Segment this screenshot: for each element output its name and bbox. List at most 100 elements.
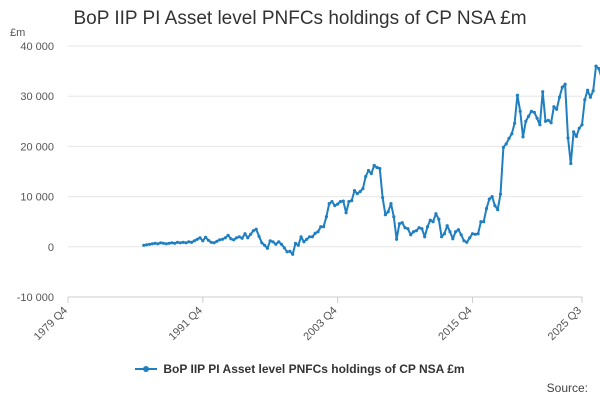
data-point [442,232,446,236]
data-point [381,196,385,200]
data-point [316,230,320,234]
data-point [246,236,250,240]
data-point [223,236,227,240]
data-point [490,195,494,199]
data-point [145,243,149,247]
data-point [299,235,303,239]
data-point [484,207,489,211]
x-tick-label: 1979 Q4 [32,305,70,343]
source-label[interactable]: Source: [546,381,588,395]
x-tick-label: 2025 Q3 [546,305,584,343]
data-point [322,225,326,229]
data-point [358,190,362,194]
data-point [201,239,205,243]
data-point [560,85,564,89]
legend-label: BoP IIP PI Asset level PNFCs holdings of… [163,362,465,376]
legend-swatch [135,364,158,374]
data-point [428,218,432,222]
data-point [159,241,163,245]
data-point [580,123,584,127]
data-point [187,240,191,244]
data-point [529,109,534,113]
legend[interactable]: BoP IIP PI Asset level PNFCs holdings of… [0,362,600,376]
data-point [243,232,247,236]
data-point [470,232,475,236]
data-point [153,241,157,245]
data-point [282,246,286,250]
data-point [462,239,466,243]
data-point [218,238,222,242]
data-point [164,242,168,246]
data-point [586,88,590,92]
data-point [496,208,500,212]
data-point [397,222,401,226]
data-point [324,215,328,219]
data-point [425,225,430,229]
data-point [361,187,365,191]
data-point [192,239,196,243]
data-point [594,64,598,68]
data-point [260,241,264,245]
data-point [372,163,376,168]
data-point [454,230,458,234]
data-point [510,132,514,136]
data-point [414,229,418,233]
data-point [366,168,371,173]
data-point [482,220,486,224]
tick-labels: -10 000 0 10 000 20 000 30 000 40 000 1979 Q4 1… [17,41,584,343]
data-point [237,235,241,239]
data-point [150,242,154,246]
data-point [369,171,373,176]
data-point [285,250,289,254]
data-point [434,212,438,216]
data-point [240,236,244,240]
data-point [591,89,595,93]
data-point [167,241,171,245]
data-point [577,126,581,130]
data-point [319,225,323,229]
data-point [563,82,567,86]
data-point [406,227,410,231]
data-point [263,243,267,247]
chart-title: BoP IIP PI Asset level PNFCs holdings of… [73,8,527,29]
data-point [555,107,559,111]
data-point [305,237,309,241]
data-point [198,236,202,240]
data-point [532,110,536,114]
data-point [479,220,483,224]
data-point [498,192,503,196]
data-point [389,202,393,206]
data-point [459,233,463,237]
data-point [279,242,284,246]
data-point [395,237,399,241]
data-point [566,136,570,140]
data-point [142,243,146,247]
data-point [386,210,390,214]
data-point [521,135,525,139]
data-point [476,232,480,236]
data-point [524,119,528,123]
axes [67,296,583,303]
data-point [493,204,497,208]
data-point [515,93,520,97]
data-point [215,239,219,243]
data-point [518,109,522,113]
data-point [597,67,600,71]
data-point [549,121,553,125]
data-point [341,199,345,203]
data-point [175,240,180,244]
data-point [336,202,340,206]
data-point [513,121,517,125]
data-point [257,234,261,238]
y-tick-label: 20 000 [20,141,54,153]
data-point [364,174,368,179]
data-point [178,241,182,245]
data-point [465,240,469,244]
data-point [249,232,253,236]
data-point [352,189,357,193]
data-point [378,166,382,171]
data-point [468,236,472,240]
data-point [507,136,511,140]
data-point [583,98,587,102]
data-point [204,235,208,239]
